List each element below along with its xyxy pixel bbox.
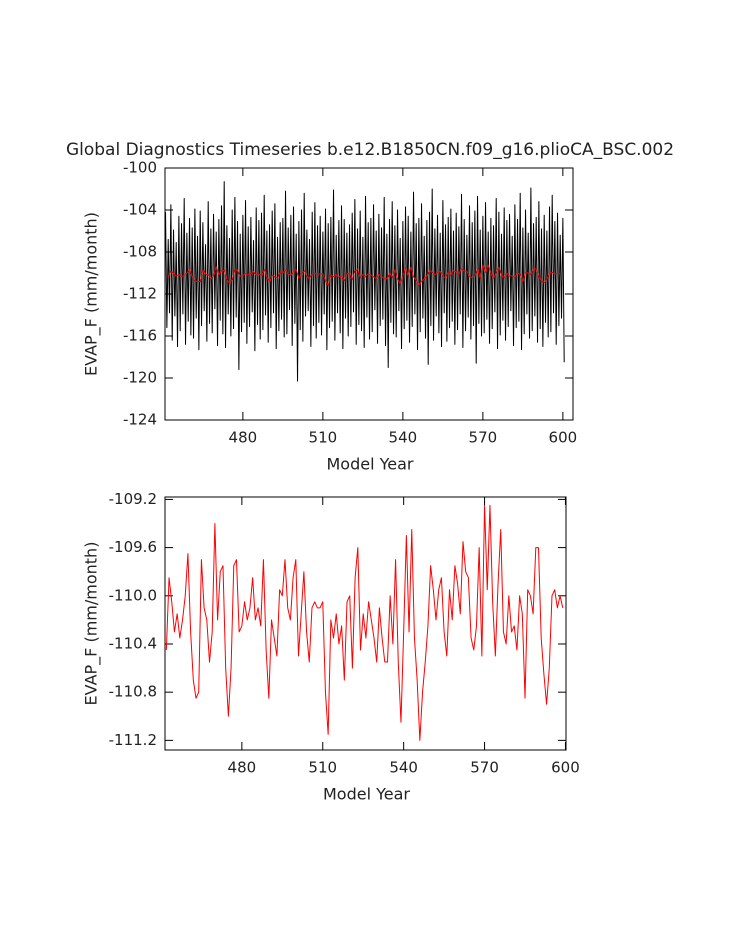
x-tick-label: 540 — [389, 759, 418, 777]
x-axis-label: Model Year — [327, 455, 414, 474]
x-tick-label: 570 — [469, 429, 498, 447]
x-tick-label: 480 — [228, 759, 257, 777]
x-tick-label: 600 — [549, 429, 578, 447]
x-tick-label: 540 — [389, 429, 418, 447]
x-tick-label: 570 — [470, 759, 499, 777]
x-tick-label: 600 — [551, 759, 580, 777]
y-tick-label: -108 — [123, 243, 157, 261]
y-tick-label: -120 — [123, 369, 157, 387]
y-tick-label: -109.2 — [109, 490, 157, 508]
data-line — [167, 264, 561, 287]
y-axis-label: EVAP_F (mm/month) — [82, 212, 102, 376]
data-line — [165, 181, 565, 382]
y-tick-label: -116 — [123, 327, 157, 345]
y-tick-label: -111.2 — [109, 731, 157, 749]
y-tick-label: -110.0 — [109, 586, 157, 604]
plot-frame — [164, 496, 567, 751]
data-line — [165, 504, 564, 741]
y-tick-label: -124 — [123, 411, 157, 429]
y-tick-label: -109.6 — [109, 538, 157, 556]
y-tick-label: -110.8 — [109, 683, 157, 701]
y-tick-label: -112 — [123, 285, 157, 303]
y-axis-label: EVAP_F (mm/month) — [82, 542, 102, 706]
x-tick-label: 480 — [229, 429, 258, 447]
x-tick-label: 510 — [309, 429, 338, 447]
y-tick-label: -110.4 — [109, 634, 157, 652]
y-tick-label: -104 — [123, 201, 157, 219]
x-axis-label: Model Year — [323, 785, 410, 804]
x-tick-label: 510 — [308, 759, 337, 777]
chart-title: Global Diagnostics Timeseries b.e12.B185… — [66, 140, 674, 160]
y-tick-label: -100 — [123, 159, 157, 177]
